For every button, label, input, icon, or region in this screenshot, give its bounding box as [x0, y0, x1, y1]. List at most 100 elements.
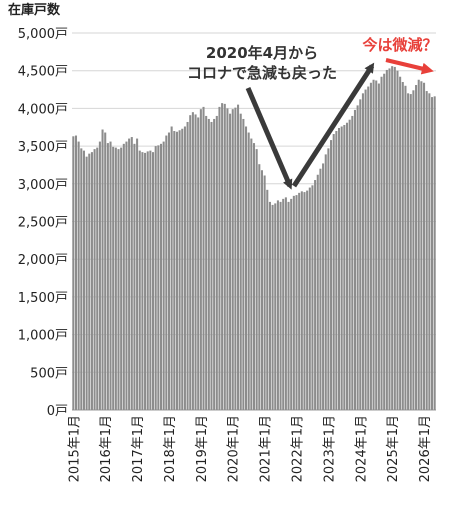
bar — [287, 201, 290, 410]
bar — [226, 108, 229, 411]
bar — [335, 131, 338, 410]
bar — [319, 168, 322, 410]
bar — [191, 112, 194, 411]
bar — [311, 185, 314, 410]
bar — [407, 93, 410, 410]
bar — [88, 153, 91, 410]
bar — [178, 130, 181, 411]
bar — [345, 122, 349, 410]
bar — [167, 132, 171, 410]
y-tick-label: 4,500戸 — [18, 65, 68, 80]
bar — [85, 156, 88, 410]
bar — [159, 143, 163, 410]
bar — [199, 109, 202, 411]
bar — [101, 129, 104, 410]
bar — [74, 135, 78, 410]
bar — [430, 97, 434, 410]
bar — [72, 136, 75, 410]
bar — [391, 66, 394, 411]
bar — [221, 103, 224, 410]
x-tick-label: 2016年1月 — [99, 415, 114, 482]
y-tick-label: 1,500戸 — [18, 291, 68, 306]
bar — [77, 141, 80, 411]
bar — [207, 118, 210, 411]
bar — [263, 175, 266, 410]
y-tick-label: 2,500戸 — [18, 216, 68, 231]
bar — [290, 198, 293, 410]
bar — [385, 69, 388, 411]
bar — [136, 138, 139, 410]
bar — [189, 115, 192, 410]
bar — [237, 104, 240, 410]
bar — [175, 131, 178, 411]
bar — [292, 195, 295, 410]
bar — [109, 141, 112, 411]
bar — [146, 151, 149, 411]
bar — [247, 132, 250, 410]
bar — [412, 90, 415, 410]
bar — [423, 82, 426, 410]
bar — [186, 121, 189, 411]
bar — [420, 81, 423, 411]
bar — [154, 146, 157, 410]
bar — [404, 85, 407, 410]
bar — [252, 143, 256, 411]
bar — [114, 147, 117, 410]
bar — [255, 149, 258, 410]
bar — [314, 180, 317, 410]
x-tick-label: 2026年1月 — [418, 415, 433, 482]
bar — [393, 66, 396, 411]
bar — [138, 150, 141, 410]
bar — [356, 105, 359, 410]
bar — [295, 195, 298, 410]
y-tick-label: 1,000戸 — [18, 329, 68, 344]
y-axis-label: 在庫戸数 — [8, 2, 61, 18]
bar — [141, 152, 144, 410]
annotation-covid-line2: コロナで急減も戻った — [187, 64, 337, 82]
bar — [401, 82, 404, 410]
bar — [218, 106, 221, 410]
bar — [268, 201, 271, 410]
bar — [98, 141, 101, 411]
y-tick-label: 4,000戸 — [18, 102, 68, 117]
bar — [93, 149, 96, 410]
bar — [282, 198, 285, 410]
bar — [367, 86, 370, 410]
bar — [82, 150, 85, 410]
bar — [327, 148, 330, 410]
arrow-red-decline — [385, 58, 434, 75]
bar — [388, 68, 391, 411]
bar — [274, 203, 277, 410]
bar — [258, 164, 261, 410]
annotation-covid-line1: 2020年4月から — [206, 44, 318, 62]
bar — [183, 126, 186, 410]
bar — [149, 150, 152, 410]
bar — [330, 140, 333, 410]
bar — [197, 117, 200, 410]
bar — [361, 93, 364, 410]
bar — [348, 119, 351, 411]
bar — [260, 170, 263, 410]
bar — [239, 113, 242, 410]
bar — [276, 200, 279, 410]
bar — [202, 106, 205, 410]
bar — [353, 109, 356, 411]
x-tick-label: 2024年1月 — [354, 415, 369, 482]
bar — [298, 192, 301, 410]
bar — [417, 79, 420, 411]
bar — [125, 141, 128, 411]
y-tick-label: 3,000戸 — [18, 178, 68, 193]
bar — [229, 113, 232, 410]
bar — [162, 141, 165, 411]
bar — [122, 143, 125, 410]
bar — [210, 121, 213, 411]
bar — [90, 152, 93, 410]
bar — [332, 134, 335, 410]
bar — [266, 189, 269, 410]
annotation-now-slight-decline: 今は微減？ — [361, 36, 437, 54]
bar — [399, 76, 402, 411]
bar — [372, 79, 375, 411]
bar — [250, 138, 253, 410]
bar — [375, 80, 378, 410]
